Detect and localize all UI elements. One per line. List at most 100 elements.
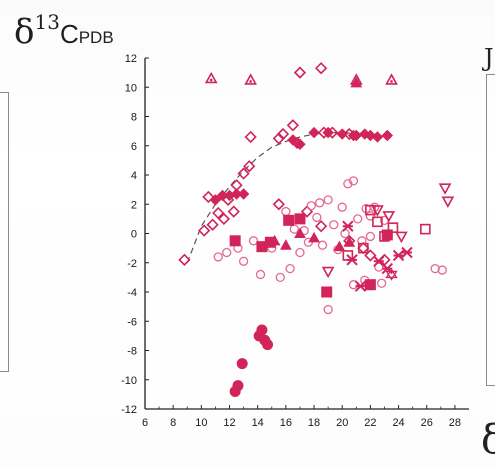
- data-point-triangle-open-star: [204, 71, 218, 84]
- data-point-triangle-filled: [333, 240, 346, 252]
- data-point-square-filled: [364, 279, 376, 291]
- y-tick-label: -2: [127, 258, 137, 270]
- data-point-diamond-open: [206, 218, 219, 231]
- data-point-cross: [392, 249, 405, 262]
- data-point-circle-open: [295, 247, 305, 258]
- data-point-circle-open: [348, 280, 359, 290]
- data-point-circle-open: [430, 263, 440, 274]
- data-point-circle-open: [255, 269, 266, 280]
- data-point-triangle-open-star: [385, 73, 398, 85]
- data-point-square-open: [387, 222, 399, 233]
- data-point-circle-open: [329, 220, 339, 230]
- x-tick-label: 6: [142, 417, 148, 429]
- data-point-triangle-down-open: [321, 266, 335, 279]
- y-tick-label: -8: [127, 346, 137, 358]
- neighbor-panel-axis-fragment: δ: [481, 417, 495, 463]
- data-point-square-filled: [229, 235, 241, 247]
- data-point-diamond-open: [198, 224, 211, 237]
- data-point-circle-open: [281, 206, 291, 217]
- data-point-square-open: [372, 216, 383, 228]
- data-point-diamond-filled: [294, 138, 306, 150]
- data-point-square-filled: [283, 214, 295, 226]
- y-tick-label: -6: [127, 316, 137, 328]
- y-tick-label: 10: [125, 82, 137, 94]
- data-point-circle-filled: [262, 339, 274, 351]
- x-tick-label: 16: [280, 417, 292, 429]
- x-tick-label: 14: [252, 417, 264, 429]
- data-point-triangle-open-star-center: [209, 78, 213, 82]
- data-point-circle-open: [315, 198, 325, 208]
- y-title-main-letter: C: [59, 19, 79, 49]
- x-tick-label: 24: [392, 417, 404, 429]
- data-point-circle-open: [343, 179, 353, 189]
- y-tick-label: -10: [121, 375, 137, 387]
- data-point-circle-open: [213, 252, 223, 262]
- data-point-circle-open: [340, 228, 350, 239]
- data-point-diamond-filled: [359, 128, 371, 140]
- data-point-circle-open: [275, 272, 285, 283]
- data-point-square-filled: [321, 286, 333, 298]
- data-point-diamond-filled: [381, 129, 394, 142]
- data-point-star-open: [385, 268, 398, 279]
- data-point-star-open-inverse: [385, 270, 398, 281]
- y-tick-label: 12: [125, 53, 137, 65]
- data-point-circle-open: [353, 214, 363, 224]
- x-tick-label: 20: [336, 417, 348, 429]
- data-point-cross: [346, 254, 358, 266]
- data-point-diamond-open: [227, 205, 240, 218]
- y-axis-title: δ13CPDB: [14, 12, 114, 49]
- y-title-main: CPDB: [60, 19, 114, 49]
- y-tick-label: -12: [121, 404, 137, 416]
- y-tick-label: -4: [127, 287, 137, 299]
- data-point-circle-filled: [236, 358, 248, 370]
- data-point-diamond-filled: [209, 194, 222, 206]
- data-point-diamond-open: [286, 119, 300, 132]
- x-tick-label: 10: [195, 417, 207, 429]
- data-point-triangle-down-open: [441, 196, 455, 208]
- data-point-triangle-down-open: [371, 205, 384, 217]
- x-tick-label: 18: [308, 417, 320, 429]
- data-point-triangle-filled: [294, 227, 306, 238]
- data-point-square-filled: [381, 229, 393, 241]
- data-point-triangle-filled: [268, 234, 281, 246]
- data-point-diamond-open: [244, 130, 257, 144]
- adjacent-panel-right-edge: [486, 74, 495, 386]
- data-point-circle-open: [377, 278, 387, 288]
- data-point-square-open: [420, 223, 431, 235]
- data-point-diamond-filled: [347, 129, 360, 142]
- data-point-diamond-open: [272, 198, 285, 211]
- y-tick-label: 0: [131, 229, 137, 241]
- data-point-diamond-filled: [287, 134, 299, 146]
- data-point-diamond-filled: [371, 131, 384, 143]
- data-point-triangle-open-star-center: [355, 80, 358, 83]
- x-tick-label: 28: [449, 417, 461, 429]
- data-point-diamond-filled: [308, 126, 320, 139]
- x-tick-label: 26: [421, 417, 433, 429]
- data-point-diamond-open: [212, 206, 225, 220]
- x-tick-label: 22: [364, 417, 376, 429]
- data-point-triangle-open-star-center: [390, 80, 393, 83]
- data-point-diamond-filled: [237, 188, 250, 200]
- data-point-diamond-open: [314, 220, 328, 233]
- y-tick-label: 4: [131, 170, 137, 182]
- data-point-circle-open: [348, 176, 359, 186]
- x-tick-label: 8: [170, 417, 176, 429]
- data-point-circle-open: [248, 236, 259, 246]
- data-point-triangle-down-open: [382, 211, 396, 223]
- data-point-circle-filled: [256, 324, 268, 336]
- data-point-diamond-open: [293, 66, 307, 79]
- data-point-cross: [354, 280, 367, 292]
- y-title-superscript: 13: [34, 10, 60, 34]
- data-point-cross: [342, 220, 354, 232]
- data-point-triangle-open-star-center: [249, 80, 252, 83]
- data-point-diamond-open: [272, 132, 285, 145]
- data-point-diamond-filled: [336, 128, 348, 140]
- x-tick-label: 12: [223, 417, 235, 429]
- data-point-diamond-open: [178, 253, 191, 266]
- y-tick-label: 8: [131, 112, 137, 124]
- data-point-circle-open: [365, 231, 376, 242]
- data-point-circle-open: [317, 240, 328, 250]
- data-point-diamond-open: [217, 212, 231, 226]
